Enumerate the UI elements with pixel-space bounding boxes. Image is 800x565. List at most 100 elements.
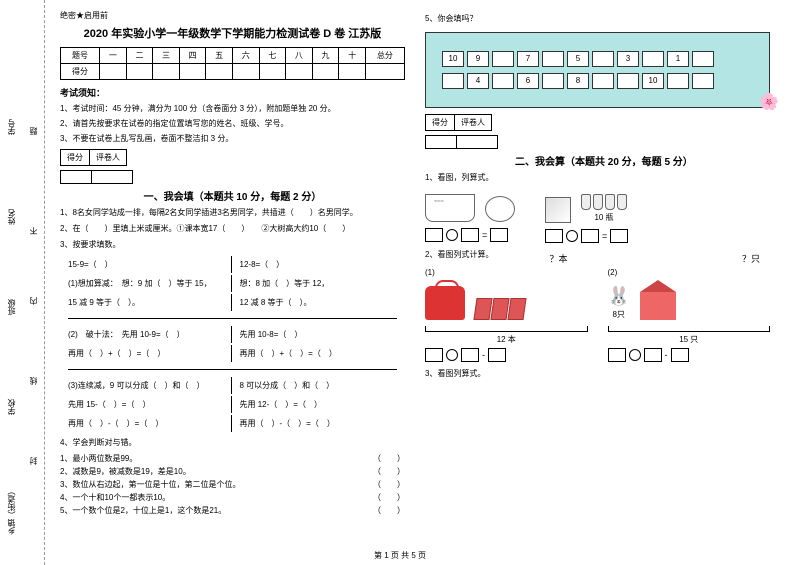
grader-blank-2 (456, 135, 498, 149)
section-1-title: 一、我会填（本题共 10 分，每题 2 分） (60, 188, 405, 203)
grader-blank (91, 170, 133, 184)
c-l7a: 再用（ ）-（ ）=（ ） (62, 415, 232, 432)
fill-number-box: 1097531 46810 🌸 (425, 32, 770, 108)
q1-1: 1、8名女同学站成一排，每隔2名女同学插进3名男同学，共插进（ ）名男同学。 (60, 207, 405, 220)
eq-2-2: - (608, 348, 771, 362)
score-header-cell: 四 (179, 48, 206, 64)
num-row-2: 4 6 8 10 (442, 73, 753, 89)
number-cell (492, 73, 514, 89)
j1: 1、最小两位数是99。 (60, 453, 137, 464)
c-l3a: (2) 破十法： 先用 10-9=（ ） (62, 326, 232, 343)
c-l6b: 先用 12-（ ）=（ ） (234, 396, 404, 413)
number-cell (667, 73, 689, 89)
c-l7b: 再用（ ）-（ ）=（ ） (234, 415, 404, 432)
score-label: 得分 (60, 149, 90, 166)
margin-township: 乡镇（街道） (6, 487, 17, 535)
number-cell (542, 51, 564, 67)
bracket-1 (425, 326, 588, 332)
number-cell (617, 73, 639, 89)
problem-2-1: (1) ？本 12 本 - (425, 264, 588, 365)
c-l3b: 先用 10-8=（ ） (234, 326, 404, 343)
secret-label: 绝密★启用前 (60, 10, 405, 21)
score-header-cell: 题号 (61, 48, 100, 64)
seal-2: 线 (28, 377, 39, 385)
number-cell (592, 73, 614, 89)
fish-problem: = (425, 188, 515, 246)
number-cell (692, 51, 714, 67)
number-cell (492, 51, 514, 67)
number-cell: 1 (667, 51, 689, 67)
round-bowl-icon (485, 196, 515, 222)
calc-table: 15-9=（ ）12-8=（ ） (1)想加算减： 想：9 加（ ）等于 15，… (60, 254, 405, 434)
j4: 4、一个十和10个一都表示10。 (60, 492, 170, 503)
seal-4: 不 (28, 227, 39, 235)
score-header-cell: 三 (153, 48, 180, 64)
score-box-1: 得分 评卷人 (60, 149, 405, 166)
p2-label: (2) (608, 267, 771, 280)
q1-5: 5、你会填吗？ (425, 13, 770, 26)
c-l5b: 8 可以分成（ ）和（ ） (234, 377, 404, 394)
c-l2b: 12 减 8 等于（ ）。 (234, 294, 404, 311)
number-cell: 10 (642, 73, 664, 89)
score-label-2: 得分 (425, 114, 455, 131)
bag-icon (425, 286, 465, 320)
margin-school: 学校 (6, 399, 17, 415)
c-l4b: 再用（ ）+（ ）=（ ） (234, 345, 404, 362)
c-l1b: 想：8 加（ ）等于 12， (234, 275, 404, 292)
number-cell: 7 (517, 51, 539, 67)
jar-label: 10 瓶 (581, 212, 627, 223)
c-l5a: (3)连续减，9 可以分成（ ）和（ ） (62, 377, 232, 394)
rabbits-label: 15 只 (608, 334, 771, 345)
score-header-cell: 六 (232, 48, 259, 64)
jar-problem: 10 瓶 = (545, 188, 628, 246)
c-l6a: 先用 15-（ ）=（ ） (62, 396, 232, 413)
q1-3: 3、按要求填数。 (60, 239, 405, 252)
c-l0b: 12-8=（ ） (234, 256, 404, 273)
number-cell (692, 73, 714, 89)
score-blank-2 (425, 135, 457, 149)
notice-1: 1、考试时间：45 分钟，满分为 100 分（含卷面分 3 分），附加题单独 2… (60, 103, 405, 115)
score-table: 题号一二三四五六七八九十总分 得分 (60, 47, 405, 80)
number-cell: 9 (467, 51, 489, 67)
number-cell: 10 (442, 51, 464, 67)
section-2-title: 二、我会算（本题共 20 分，每题 5 分） (515, 153, 770, 168)
jar-equation: = (545, 229, 628, 243)
j4p: （ ） (373, 492, 405, 503)
number-cell: 4 (467, 73, 489, 89)
j3: 3、数位从右边起，第一位是十位，第二位是个位。 (60, 479, 240, 490)
left-column: 绝密★启用前 2020 年实验小学一年级数学下学期能力检测试卷 D 卷 江苏版 … (50, 10, 415, 535)
c-l4a: 再用（ ）+（ ）=（ ） (62, 345, 232, 362)
pic-problems-2: (1) ？本 12 本 - (2) ？只 (425, 264, 770, 365)
right-column: 5、你会填吗？ 1097531 46810 🌸 得分 评卷人 二、我会算（本题共… (415, 10, 780, 535)
j2p: （ ） (373, 466, 405, 477)
p1-label: (1) (425, 267, 588, 280)
score-header-cell: 总分 (365, 48, 404, 64)
j5p: （ ） (373, 505, 405, 516)
number-cell: 8 (567, 73, 589, 89)
c-l0a: 15-9=（ ） (62, 256, 232, 273)
score-header-cell: 九 (312, 48, 339, 64)
cube-icon (545, 197, 571, 223)
books-icon (475, 298, 525, 320)
q-zhi: ？只 (742, 252, 760, 265)
exam-title: 2020 年实验小学一年级数学下学期能力检测试卷 D 卷 江苏版 (60, 25, 405, 41)
flower-icon: 🌸 (759, 92, 779, 112)
q-ben: ？本 (549, 252, 567, 265)
number-cell: 6 (517, 73, 539, 89)
j5: 5、一个数个位是2，十位上是1，这个数是21。 (60, 505, 226, 516)
score-box-2b (425, 135, 770, 149)
bracket-2 (608, 326, 771, 332)
number-cell (442, 73, 464, 89)
j1p: （ ） (373, 453, 405, 464)
score-box-2: 得分 评卷人 (425, 114, 770, 131)
grader-label: 评卷人 (89, 149, 127, 166)
score-value-row: 得分 (61, 64, 405, 80)
margin-name: 姓名 (6, 209, 17, 225)
eight-label: 8只 (608, 309, 630, 320)
j3p: （ ） (373, 479, 405, 490)
number-cell (592, 51, 614, 67)
margin-id: 学号 (6, 119, 17, 135)
q2-3: 3、看图列算式。 (425, 368, 770, 381)
eq-2-1: - (425, 348, 588, 362)
house-icon (640, 292, 676, 320)
